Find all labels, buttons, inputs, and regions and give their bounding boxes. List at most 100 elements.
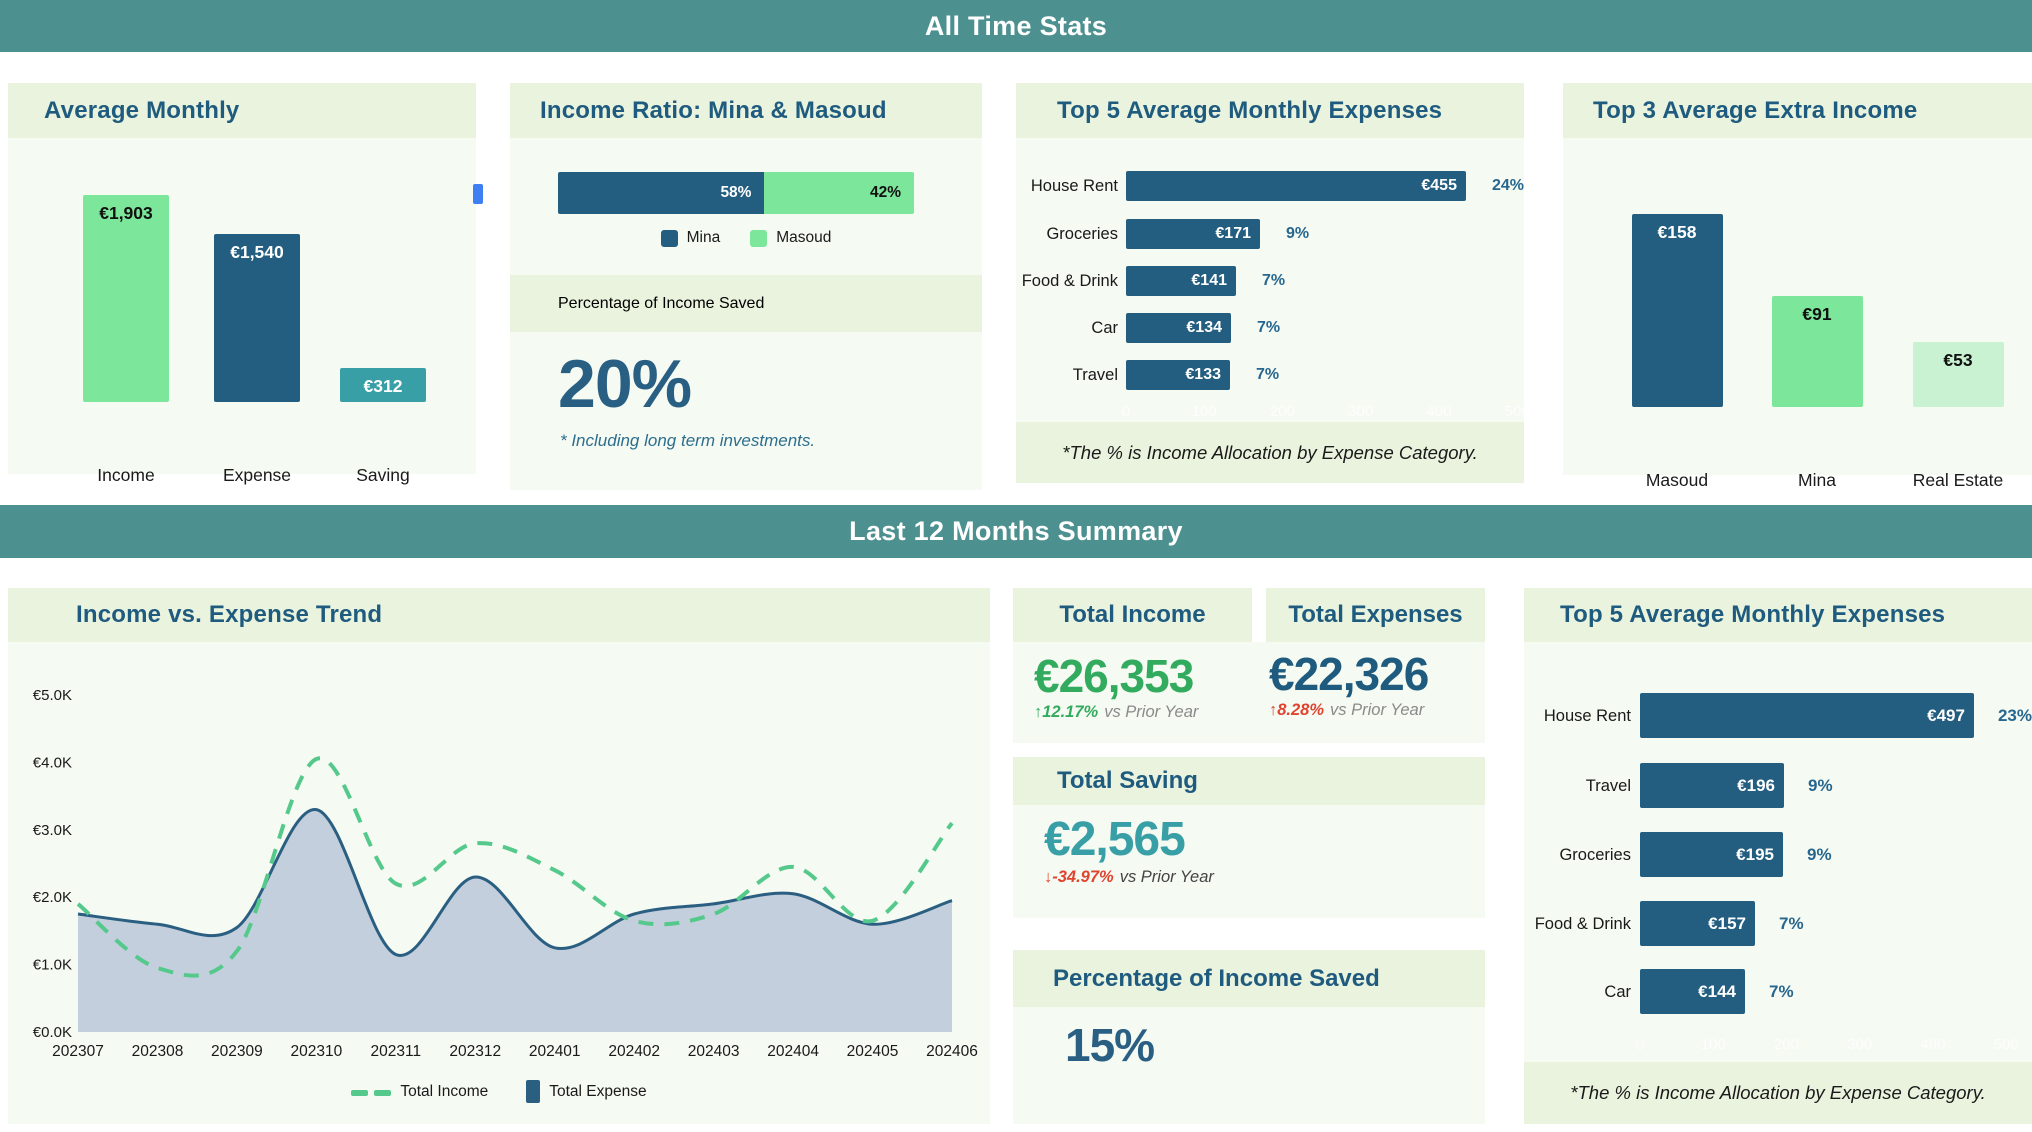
trend-plot-area[interactable]: €0.0K €1.0K €2.0K €3.0K €4.0K €5.0K 202307 2023…: [8, 642, 990, 1082]
row-bar[interactable]: €133: [1126, 360, 1230, 390]
kpi-saving-title: Total Saving: [1057, 767, 1198, 794]
row-label: Car: [1604, 982, 1631, 1001]
legend-item-masoud[interactable]: Masoud: [750, 229, 831, 247]
dashed-line-swatch-icon: [351, 1083, 392, 1101]
ratio-segment-mina[interactable]: 58%: [558, 172, 765, 214]
bar-masoud[interactable]: €158: [1631, 214, 1723, 407]
expense-row-food-drink[interactable]: Food & Drink €157 7%: [1524, 901, 2032, 946]
kpi-saving-header: Total Saving: [1013, 757, 1485, 805]
kpi-income-change: ↑12.17% vs Prior Year: [1034, 703, 1199, 722]
kpi-income-header: Total Income: [1013, 588, 1252, 642]
income-ratio-stacked-bar[interactable]: 58% 42%: [558, 172, 914, 214]
ratio-segment-masoud[interactable]: 42%: [764, 172, 914, 214]
axis-tick-300: 300: [1348, 403, 1374, 420]
bar-expense[interactable]: €1,540: [214, 234, 300, 402]
row-bar[interactable]: €195: [1640, 832, 1783, 877]
expense-line[interactable]: [77, 808, 953, 957]
row-label: Travel: [1585, 776, 1631, 795]
bar-income[interactable]: €1,903: [83, 195, 169, 402]
average-monthly-chart[interactable]: €1,903 Income €1,540 Expense €312 Saving: [8, 138, 476, 485]
bar-value-label: €1,540: [230, 242, 284, 262]
row-bar[interactable]: €497: [1640, 693, 1974, 738]
axis-tick-300: 300: [1847, 1036, 1873, 1053]
kpi-saving-change: ↓-34.97% vs Prior Year: [1044, 868, 1214, 887]
top5-last12-note: *The % is Income Allocation by Expense C…: [1524, 1062, 2032, 1124]
panel-average-monthly: Average Monthly €1,903 Income €1,540 Expens…: [8, 83, 476, 485]
row-bar[interactable]: €157: [1640, 901, 1755, 946]
row-bar[interactable]: €134: [1126, 313, 1231, 343]
bar-mina[interactable]: €91: [1771, 296, 1863, 407]
expense-row-food-drink[interactable]: Food & Drink €141 7%: [1016, 266, 1524, 296]
row-bar[interactable]: €144: [1640, 969, 1745, 1014]
row-pct-label: 9%: [1286, 225, 1310, 242]
kpi-income-expenses-values: €26,353 ↑12.17% vs Prior Year €22,326 ↑8.…: [1013, 642, 1485, 743]
kpi-pct-saved-value-area: 15%: [1013, 1007, 1485, 1124]
svg-text:202310: 202310: [291, 1043, 343, 1060]
panel-title-average-monthly: Average Monthly: [44, 96, 240, 124]
kpi-pct-saved-title: Percentage of Income Saved: [1053, 964, 1380, 992]
top5-alltime-note: *The % is Income Allocation by Expense C…: [1016, 422, 1524, 483]
expense-row-groceries[interactable]: Groceries €171 9%: [1016, 219, 1524, 249]
expense-area[interactable]: [78, 809, 952, 1032]
expense-row-travel[interactable]: Travel €196 9%: [1524, 763, 2032, 808]
row-pct-label: 7%: [1256, 366, 1280, 383]
svg-text:202402: 202402: [608, 1043, 660, 1060]
category-label-mina: Mina: [1798, 470, 1836, 490]
kpi-expenses-value: €22,326: [1269, 648, 1429, 700]
legend-item-total-income[interactable]: Total Income: [351, 1083, 488, 1101]
bar-saving[interactable]: €312: [340, 368, 426, 402]
row-bar[interactable]: €171: [1126, 219, 1260, 249]
income-ratio-legend: Mina Masoud: [510, 229, 982, 247]
legend-swatch-icon: [660, 229, 678, 247]
expense-row-house-rent[interactable]: House Rent €455 24%: [1016, 171, 1524, 201]
row-pct-label: 9%: [1807, 844, 1832, 864]
pct-saved-alltime-note: * Including long term investments.: [560, 431, 816, 450]
category-label-expense: Expense: [222, 465, 292, 485]
row-bar[interactable]: €196: [1640, 763, 1784, 808]
legend-label: Total Expense: [549, 1082, 647, 1100]
panel-title-income-ratio: Income Ratio: Mina & Masoud: [540, 96, 887, 124]
panel-top5-expenses-last12: Top 5 Average Monthly Expenses House Ren…: [1524, 588, 2032, 1124]
legend-item-total-expense[interactable]: Total Expense: [526, 1080, 647, 1103]
bar-value-label: €312: [363, 376, 403, 396]
row-label: Car: [1091, 319, 1118, 337]
row-label: Food & Drink: [1021, 272, 1118, 290]
scrollbar-thumb[interactable]: [473, 184, 483, 204]
expense-row-travel[interactable]: Travel €133 7%: [1016, 360, 1524, 390]
expense-row-car[interactable]: Car €134 7%: [1016, 313, 1524, 343]
axis-tick-400: 400: [1426, 403, 1452, 420]
kpi-expenses-title: Total Expenses: [1288, 601, 1463, 628]
svg-text:202404: 202404: [767, 1043, 819, 1060]
row-pct-label: 23%: [1997, 705, 2032, 725]
axis-tick-0: 0: [1121, 403, 1131, 420]
svg-text:€4.0K: €4.0K: [33, 754, 72, 771]
row-bar[interactable]: €455: [1126, 171, 1466, 201]
expense-row-car[interactable]: Car €144 7%: [1524, 969, 2032, 1014]
kpi-saving-value-area: €2,565 ↓-34.97% vs Prior Year: [1013, 805, 1485, 918]
panel-top3-extra-income: Top 3 Average Extra Income €158 Masoud €91…: [1563, 83, 2032, 490]
trend-chart-svg[interactable]: €0.0K €1.0K €2.0K €3.0K €4.0K €5.0K 202307 2023…: [8, 642, 990, 1082]
pct-saved-alltime-value: 20%: [558, 346, 692, 422]
row-label: Food & Drink: [1534, 914, 1631, 933]
category-label-income: Income: [97, 465, 155, 485]
bar-real-estate[interactable]: €53: [1912, 342, 2004, 407]
panel-header-average-monthly: Average Monthly: [8, 83, 476, 138]
row-pct-label: 7%: [1257, 319, 1281, 336]
top3-extra-income-chart[interactable]: €158 Masoud €91 Mina €53 Real Estate: [1563, 138, 2032, 490]
svg-text:202405: 202405: [847, 1043, 899, 1060]
axis-tick-200: 200: [1269, 403, 1295, 420]
legend-item-mina[interactable]: Mina: [660, 229, 720, 247]
expense-row-groceries[interactable]: Groceries €195 9%: [1524, 832, 2032, 877]
bar-value-label: €158: [1657, 222, 1697, 242]
svg-text:€3.0K: €3.0K: [33, 822, 72, 839]
expense-row-house-rent[interactable]: House Rent €497 23%: [1524, 693, 2032, 738]
income-line[interactable]: [76, 756, 954, 978]
kpi-saving-value: €2,565: [1044, 813, 1186, 866]
row-bar[interactable]: €141: [1126, 266, 1236, 296]
axis-tick-100: 100: [1191, 403, 1217, 420]
axis-tick-500: 500: [1504, 403, 1530, 420]
axis-tick-200: 200: [1773, 1036, 1799, 1053]
panel-header-income-ratio: Income Ratio: Mina & Masoud: [510, 83, 982, 138]
bar-value-label: €53: [1943, 350, 1973, 370]
